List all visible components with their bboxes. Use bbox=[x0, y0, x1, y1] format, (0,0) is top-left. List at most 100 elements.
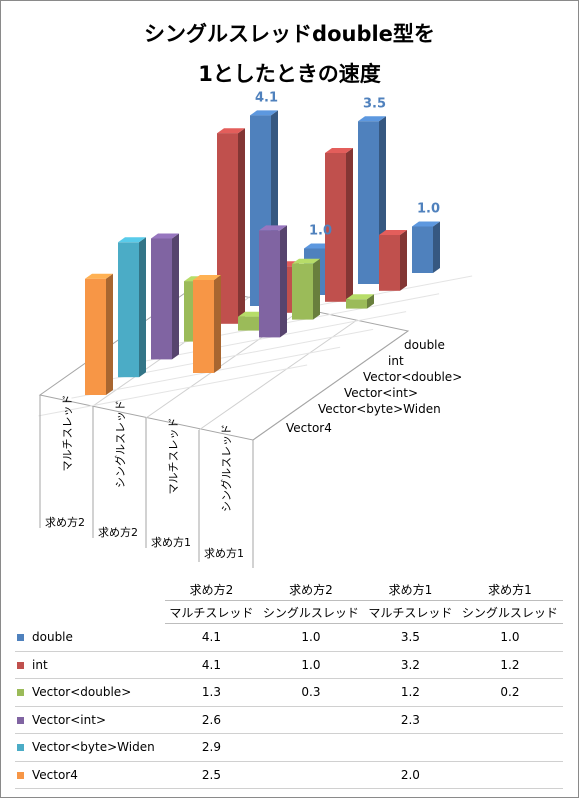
chart-title-line2: 1としたときの速度 bbox=[198, 62, 381, 86]
header-method: 求め方2 bbox=[165, 578, 258, 601]
depth-axis-label: Vector<double> bbox=[363, 370, 462, 384]
category-method-label: 求め方2 bbox=[98, 525, 138, 539]
depth-axis-label: int bbox=[388, 354, 404, 368]
bar-4-0 bbox=[118, 242, 139, 378]
data-label: 1.0 bbox=[309, 224, 332, 239]
header-thread: シングルスレッド bbox=[456, 600, 563, 624]
table-cell: 1.2 bbox=[456, 651, 563, 679]
bar-5-2 bbox=[193, 280, 214, 373]
table-cell: 2.0 bbox=[363, 761, 457, 789]
data-label: 4.1 bbox=[255, 90, 278, 105]
row-label: Vector<double> bbox=[32, 685, 132, 700]
table-cell: 0.3 bbox=[257, 678, 364, 707]
bar-side bbox=[172, 233, 179, 360]
table-cell: 1.0 bbox=[257, 651, 364, 679]
depth-axis-label: Vector<byte>Widen bbox=[318, 402, 441, 416]
floor-gridline bbox=[38, 364, 308, 417]
bar-top bbox=[151, 233, 179, 239]
table-header-threads: マルチスレッド シングルスレッド マルチスレッド シングルスレッド bbox=[15, 600, 563, 624]
bar-0-2 bbox=[358, 121, 379, 284]
bar-side bbox=[139, 237, 146, 378]
bar-top bbox=[259, 225, 287, 231]
bar-top bbox=[346, 294, 374, 300]
table-cell: 2.6 bbox=[165, 706, 258, 734]
header-method: 求め方2 bbox=[257, 578, 364, 601]
floor-gridline bbox=[198, 319, 358, 431]
bar-3-0 bbox=[151, 238, 172, 360]
table-row: Vector<byte>Widen 2.9 bbox=[15, 733, 563, 762]
table-cell: 3.5 bbox=[363, 623, 457, 652]
table-row: double 4.1 1.0 3.5 1.0 bbox=[15, 623, 563, 652]
bar-side bbox=[313, 258, 320, 320]
header-thread: シングルスレッド bbox=[257, 600, 364, 624]
header-method: 求め方1 bbox=[363, 578, 457, 601]
bar-2-3 bbox=[346, 299, 367, 309]
table-cell: 2.3 bbox=[363, 706, 457, 734]
bar-5-0 bbox=[85, 278, 106, 395]
table-cell bbox=[363, 733, 457, 762]
table-cell: 1.0 bbox=[456, 623, 563, 652]
row-name-cell: Vector4 bbox=[15, 761, 165, 789]
category-method-label: 求め方2 bbox=[45, 515, 85, 529]
floor-gridline bbox=[104, 328, 374, 381]
row-name-cell: int bbox=[15, 651, 165, 679]
legend-swatch bbox=[17, 716, 24, 724]
header-method: 求め方1 bbox=[456, 578, 563, 601]
bar-side bbox=[433, 221, 440, 273]
row-label: Vector<int> bbox=[32, 712, 106, 727]
table-cell: 0.2 bbox=[456, 678, 563, 707]
bar-side bbox=[280, 225, 287, 338]
chart-title: シングルスレッドdouble型を 1としたときの速度 bbox=[0, 14, 579, 94]
bar-side bbox=[214, 275, 221, 373]
bar-2-2 bbox=[292, 263, 313, 320]
data-table: 求め方2 求め方2 求め方1 求め方1 マルチスレッド シングルスレッド マルチ… bbox=[15, 578, 563, 789]
table-cell: 2.5 bbox=[165, 761, 258, 789]
table-cell bbox=[257, 706, 364, 734]
bar-top bbox=[118, 237, 146, 243]
category-thread-label: シングルスレッド bbox=[113, 400, 127, 488]
table-cell: 4.1 bbox=[165, 651, 258, 679]
bar-side bbox=[346, 148, 353, 302]
table-header-methods: 求め方2 求め方2 求め方1 求め方1 bbox=[15, 578, 563, 601]
row-label: Vector4 bbox=[32, 767, 78, 782]
header-thread: マルチスレッド bbox=[363, 600, 457, 624]
table-cell bbox=[456, 761, 563, 789]
category-method-label: 求め方1 bbox=[204, 546, 244, 560]
bar-0-3 bbox=[412, 226, 433, 273]
row-label: int bbox=[32, 657, 48, 672]
bar-top bbox=[325, 148, 353, 153]
table-row: int 4.1 1.0 3.2 1.2 bbox=[15, 651, 563, 679]
bar-1-0 bbox=[217, 133, 238, 324]
bar-top bbox=[292, 258, 320, 264]
legend-swatch bbox=[17, 771, 24, 779]
row-name-cell: Vector<double> bbox=[15, 678, 165, 707]
category-thread-label: マルチスレッド bbox=[61, 395, 74, 472]
row-name-cell: double bbox=[15, 623, 165, 652]
bar-side bbox=[400, 230, 407, 291]
table-cell: 1.3 bbox=[165, 678, 258, 707]
depth-axis-label: Vector4 bbox=[286, 421, 332, 435]
table-cell: 4.1 bbox=[165, 623, 258, 652]
bar-1-2 bbox=[325, 153, 346, 302]
category-thread-label: シングルスレッド bbox=[219, 424, 233, 512]
bar-top bbox=[250, 110, 278, 116]
table-row: Vector4 2.5 2.0 bbox=[15, 761, 563, 789]
bar-top bbox=[193, 275, 221, 280]
row-name-cell: Vector<byte>Widen bbox=[15, 733, 165, 762]
row-label: double bbox=[32, 630, 73, 644]
table-cell: 1.0 bbox=[257, 623, 364, 652]
table-cell: 1.2 bbox=[363, 678, 457, 707]
table-corner bbox=[15, 578, 165, 601]
category-thread-label: マルチスレッド bbox=[167, 418, 180, 495]
bar-top bbox=[412, 221, 440, 227]
table-cell bbox=[456, 733, 563, 762]
table-row: Vector<double> 1.3 0.3 1.2 0.2 bbox=[15, 678, 563, 707]
bar-side bbox=[238, 128, 245, 324]
bar-side bbox=[106, 273, 113, 395]
row-label: Vector<byte>Widen bbox=[32, 740, 155, 755]
table-cell bbox=[257, 733, 364, 762]
legend-swatch bbox=[17, 634, 24, 641]
table-cell: 2.9 bbox=[165, 733, 258, 762]
depth-axis-line bbox=[252, 330, 409, 441]
